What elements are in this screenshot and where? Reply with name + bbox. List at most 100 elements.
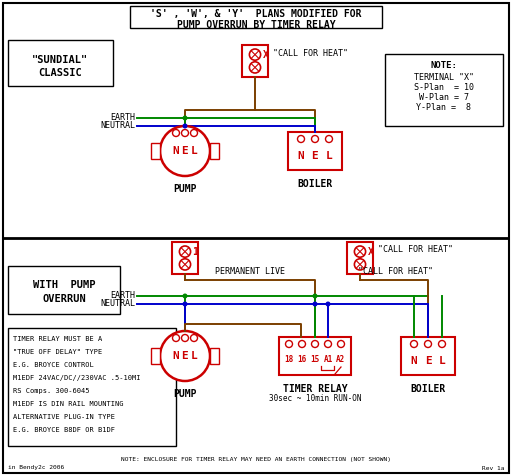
Circle shape (325, 340, 331, 347)
Text: E.G. BROYCE CONTROL: E.G. BROYCE CONTROL (13, 362, 94, 368)
Text: 16: 16 (297, 356, 307, 365)
Text: E: E (424, 356, 432, 366)
Circle shape (424, 340, 432, 347)
Text: L: L (190, 351, 197, 361)
Circle shape (181, 335, 188, 341)
Bar (8, 40, 113, 86)
Bar (385, 54, 503, 126)
Bar (288, 132, 342, 170)
Text: N: N (173, 351, 179, 361)
Text: NOTE: ENCLOSURE FOR TIMER RELAY MAY NEED AN EARTH CONNECTION (NOT SHOWN): NOTE: ENCLOSURE FOR TIMER RELAY MAY NEED… (121, 456, 391, 462)
Text: "SUNDIAL": "SUNDIAL" (32, 55, 88, 65)
Text: 1: 1 (193, 247, 199, 257)
Text: 30sec ~ 10min RUN-ON: 30sec ~ 10min RUN-ON (269, 394, 361, 403)
Circle shape (182, 301, 187, 307)
Text: "CALL FOR HEAT": "CALL FOR HEAT" (378, 246, 453, 255)
Text: TIMER RELAY: TIMER RELAY (283, 384, 347, 394)
Text: NEUTRAL: NEUTRAL (100, 121, 135, 130)
Bar (401, 337, 455, 375)
Text: Y-Plan =  8: Y-Plan = 8 (416, 102, 472, 111)
Text: N: N (297, 151, 304, 161)
Text: 'S' , 'W', & 'Y'  PLANS MODIFIED FOR: 'S' , 'W', & 'Y' PLANS MODIFIED FOR (150, 9, 362, 19)
Circle shape (297, 136, 305, 142)
Circle shape (182, 294, 187, 298)
Circle shape (337, 340, 345, 347)
Circle shape (190, 335, 198, 341)
Bar (210, 348, 219, 364)
Text: EARTH: EARTH (110, 113, 135, 122)
Bar (242, 45, 268, 77)
Circle shape (182, 123, 187, 129)
Text: X: X (263, 50, 268, 60)
Circle shape (173, 335, 180, 341)
Bar (279, 337, 351, 375)
Text: N: N (173, 146, 179, 156)
Circle shape (160, 331, 210, 381)
Text: W-Plan = 7: W-Plan = 7 (419, 92, 469, 101)
Bar (172, 242, 198, 274)
Text: "CALL FOR HEAT": "CALL FOR HEAT" (273, 49, 348, 58)
Circle shape (179, 259, 190, 270)
Text: N: N (411, 356, 417, 366)
Text: E: E (182, 146, 188, 156)
Text: WITH  PUMP: WITH PUMP (33, 280, 95, 290)
Text: L: L (190, 146, 197, 156)
Circle shape (160, 126, 210, 176)
Text: L: L (439, 356, 445, 366)
Text: RS Comps. 300-6045: RS Comps. 300-6045 (13, 388, 90, 394)
Text: M1EDF IS DIN RAIL MOUNTING: M1EDF IS DIN RAIL MOUNTING (13, 401, 123, 407)
Text: M1EDF 24VAC/DC//230VAC .5-10MI: M1EDF 24VAC/DC//230VAC .5-10MI (13, 375, 140, 381)
Text: Rev 1a: Rev 1a (481, 466, 504, 470)
Text: NEUTRAL: NEUTRAL (100, 299, 135, 308)
Circle shape (249, 62, 261, 73)
Text: OVERRUN: OVERRUN (42, 294, 86, 304)
Text: PUMP: PUMP (173, 389, 197, 399)
Circle shape (286, 340, 292, 347)
Text: 18: 18 (284, 356, 293, 365)
Text: S-Plan  = 10: S-Plan = 10 (414, 82, 474, 91)
Text: PUMP: PUMP (173, 184, 197, 194)
Circle shape (298, 340, 306, 347)
Text: E: E (312, 151, 318, 161)
Circle shape (411, 340, 417, 347)
Bar (151, 348, 160, 364)
Text: BOILER: BOILER (297, 179, 333, 189)
Text: BOILER: BOILER (411, 384, 445, 394)
Circle shape (312, 294, 317, 298)
Bar (210, 143, 219, 159)
Circle shape (312, 301, 317, 307)
Text: "CALL FOR HEAT": "CALL FOR HEAT" (357, 267, 433, 276)
Text: NOTE:: NOTE: (431, 61, 457, 70)
Bar (151, 143, 160, 159)
Text: TIMER RELAY MUST BE A: TIMER RELAY MUST BE A (13, 336, 102, 342)
Text: "TRUE OFF DELAY" TYPE: "TRUE OFF DELAY" TYPE (13, 349, 102, 355)
Circle shape (354, 246, 366, 257)
Bar (8, 266, 120, 314)
Circle shape (326, 136, 332, 142)
Circle shape (354, 259, 366, 270)
Text: E.G. BROYCE B8DF OR B1DF: E.G. BROYCE B8DF OR B1DF (13, 427, 115, 433)
Bar (8, 328, 176, 446)
Text: A1: A1 (324, 356, 333, 365)
Circle shape (182, 116, 187, 120)
Text: PUMP OVERRUN BY TIMER RELAY: PUMP OVERRUN BY TIMER RELAY (177, 20, 335, 30)
Text: PERMANENT LIVE: PERMANENT LIVE (215, 267, 285, 276)
Circle shape (173, 129, 180, 137)
Circle shape (249, 49, 261, 60)
Circle shape (311, 340, 318, 347)
Text: CLASSIC: CLASSIC (38, 68, 82, 78)
Bar (130, 6, 382, 28)
Circle shape (326, 301, 331, 307)
Text: X: X (368, 247, 373, 257)
Text: in Bendy2c 2006: in Bendy2c 2006 (8, 466, 64, 470)
Text: EARTH: EARTH (110, 291, 135, 300)
Bar (347, 242, 373, 274)
Text: E: E (182, 351, 188, 361)
Text: ALTERNATIVE PLUG-IN TYPE: ALTERNATIVE PLUG-IN TYPE (13, 414, 115, 420)
Text: L: L (326, 151, 332, 161)
Text: A2: A2 (336, 356, 346, 365)
Circle shape (181, 129, 188, 137)
Circle shape (311, 136, 318, 142)
Text: 15: 15 (310, 356, 319, 365)
Circle shape (438, 340, 445, 347)
